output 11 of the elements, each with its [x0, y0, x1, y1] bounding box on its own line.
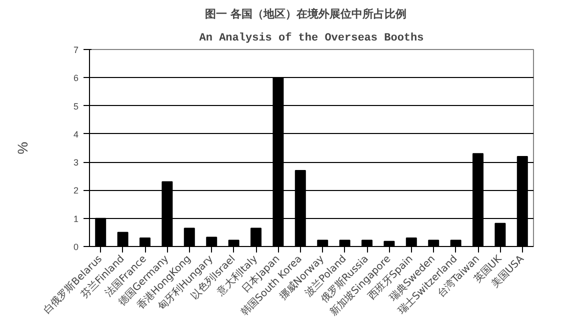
y-tick-label: 1	[73, 214, 79, 224]
y-tick-label: 0	[73, 242, 79, 252]
y-tick-label: 7	[73, 45, 79, 55]
chart-subtitle: An Analysis of the Overseas Booths	[199, 32, 424, 44]
y-tick-label: 3	[73, 158, 79, 168]
y-tick-label: 4	[73, 129, 79, 140]
y-tick-label: 5	[73, 101, 79, 112]
y-tick-label: 6	[73, 73, 79, 84]
y-axis-title: %	[14, 142, 30, 154]
chart-title: 图一 各国（地区）在境外展位中所占比例	[204, 8, 407, 20]
y-tick-label: 2	[73, 186, 79, 196]
